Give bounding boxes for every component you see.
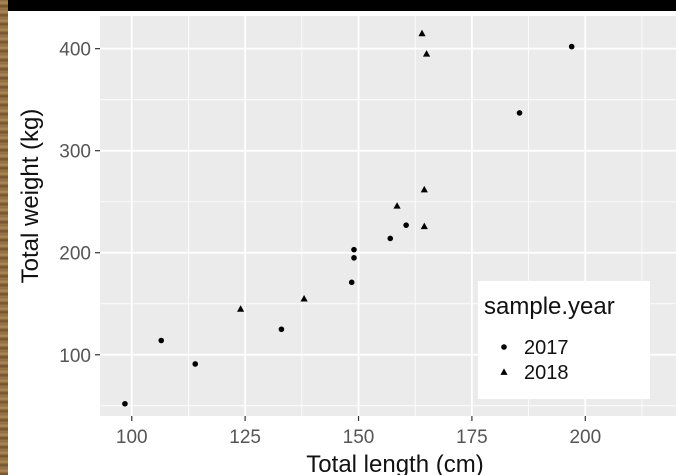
data-point-2017 bbox=[122, 400, 128, 407]
data-point-2018 bbox=[418, 29, 426, 37]
legend-key-2018 bbox=[500, 368, 508, 375]
y-axis-ticks: 100 200 300 400 bbox=[59, 40, 100, 367]
background-edge bbox=[0, 0, 8, 475]
scatter-chart: 100 125 150 175 200 100 200 300 400 Total lengt… bbox=[17, 16, 676, 475]
data-point-2017 bbox=[351, 246, 357, 253]
data-point-2017 bbox=[403, 222, 409, 228]
chart-figure: 100 125 150 175 200 100 200 300 400 Total lengt… bbox=[8, 11, 676, 475]
data-point-2017 bbox=[516, 110, 523, 116]
data-point-2017 bbox=[192, 361, 199, 367]
x-axis-title: Total length (cm) bbox=[306, 451, 483, 475]
data-point-2018 bbox=[236, 305, 245, 312]
data-point-2017 bbox=[387, 235, 394, 242]
y-tick-label: 300 bbox=[59, 142, 91, 163]
y-tick-label: 200 bbox=[59, 244, 91, 265]
y-tick-label: 400 bbox=[59, 40, 91, 61]
legend-title: sample.year bbox=[484, 293, 615, 320]
data-points bbox=[122, 29, 575, 407]
x-tick-label: 100 bbox=[116, 427, 148, 448]
data-point-2018 bbox=[393, 202, 401, 209]
x-tick-label: 200 bbox=[569, 427, 601, 448]
x-tick-label: 125 bbox=[229, 427, 261, 448]
legend-entries: 2017 2018 bbox=[500, 337, 569, 384]
legend-background bbox=[478, 281, 650, 399]
data-point-2018 bbox=[420, 185, 428, 193]
x-tick-label: 175 bbox=[456, 427, 488, 448]
legend-key-2017 bbox=[501, 344, 507, 350]
data-point-2017 bbox=[351, 255, 357, 261]
data-point-2018 bbox=[420, 222, 428, 230]
legend: sample.year 2017 2018 bbox=[478, 281, 650, 399]
data-point-2017 bbox=[568, 43, 575, 50]
data-point-2017 bbox=[348, 279, 355, 286]
data-point-2018 bbox=[300, 295, 308, 302]
data-point-2017 bbox=[158, 337, 165, 344]
legend-label-2018: 2018 bbox=[524, 362, 569, 384]
y-axis-title: Total weight (kg) bbox=[17, 109, 44, 284]
major-grid bbox=[100, 16, 676, 416]
legend-label-2017: 2017 bbox=[524, 337, 569, 359]
x-axis-ticks: 100 125 150 175 200 bbox=[116, 416, 601, 448]
x-tick-label: 150 bbox=[343, 427, 375, 448]
data-point-2018 bbox=[422, 50, 431, 57]
data-point-2017 bbox=[278, 326, 285, 333]
y-tick-label: 100 bbox=[59, 346, 91, 367]
